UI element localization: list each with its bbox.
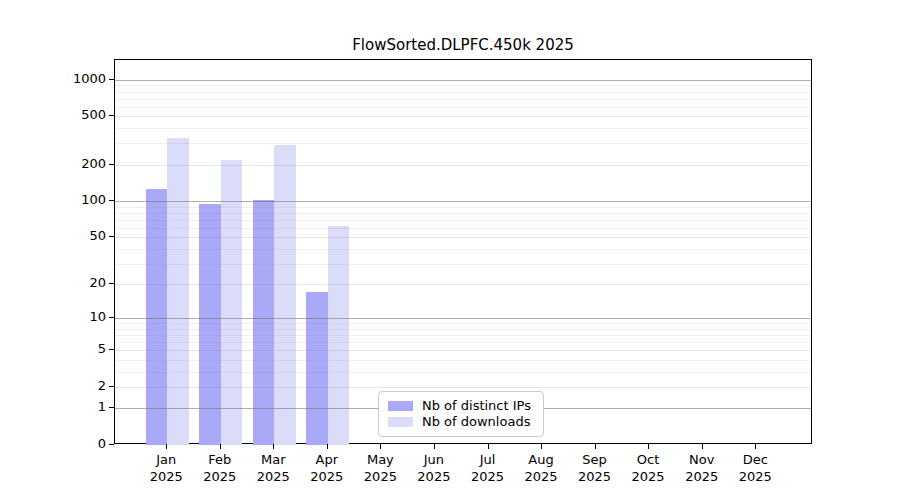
gridline-6 <box>115 342 811 343</box>
y-tick-mark <box>109 115 114 116</box>
y-tick-label: 10 <box>28 309 106 325</box>
y-tick-label: 500 <box>28 107 106 123</box>
y-tick-mark <box>109 236 114 237</box>
y-tick-mark <box>109 444 114 445</box>
y-tick-mark <box>109 79 114 80</box>
plot-area <box>114 59 812 444</box>
gridline-10 <box>115 318 811 319</box>
gridline-8 <box>115 329 811 330</box>
gridline-30 <box>115 264 811 265</box>
x-tick-mark <box>648 444 649 449</box>
x-tick-mark <box>541 444 542 449</box>
y-tick-label: 2 <box>28 378 106 394</box>
gridline-500 <box>115 116 811 117</box>
gridline-700 <box>115 99 811 100</box>
legend-swatch-distinct-ips <box>388 401 413 411</box>
gridline-1000 <box>115 80 811 81</box>
x-tick-mark <box>488 444 489 449</box>
y-tick-label: 1 <box>28 399 106 415</box>
gridline-50 <box>115 237 811 238</box>
gridline-40 <box>115 249 811 250</box>
y-tick-mark <box>109 407 114 408</box>
gridline-3 <box>115 372 811 373</box>
gridline-80 <box>115 213 811 214</box>
chart-title: FlowSorted.DLPFC.450k 2025 <box>114 36 812 54</box>
gridline-5 <box>115 350 811 351</box>
gridline-300 <box>115 143 811 144</box>
gridline-20 <box>115 284 811 285</box>
x-tick-year: 2025 <box>723 468 787 485</box>
x-tick-mark <box>273 444 274 449</box>
x-tick-mark <box>380 444 381 449</box>
y-tick-label: 5 <box>28 341 106 357</box>
legend-label: Nb of distinct IPs <box>422 398 531 414</box>
gridline-200 <box>115 165 811 166</box>
gridline-400 <box>115 128 811 129</box>
legend: Nb of distinct IPs Nb of downloads <box>378 391 544 437</box>
x-tick-mark <box>166 444 167 449</box>
gridline-70 <box>115 220 811 221</box>
gridline-2 <box>115 387 811 388</box>
y-tick-mark <box>109 317 114 318</box>
y-tick-label: 200 <box>28 156 106 172</box>
x-tick-mark <box>220 444 221 449</box>
bar-downloads-jan <box>167 138 189 445</box>
x-tick-mark <box>434 444 435 449</box>
gridline-4 <box>115 360 811 361</box>
download-stats-chart: FlowSorted.DLPFC.450k 2025 0 1 2 5 10 20 50 100… <box>0 0 900 500</box>
gridline-900 <box>115 85 811 86</box>
legend-item-downloads: Nb of downloads <box>388 414 535 430</box>
y-tick-label: 100 <box>28 192 106 208</box>
y-tick-mark <box>109 164 114 165</box>
y-tick-mark <box>109 349 114 350</box>
legend-label: Nb of downloads <box>422 414 530 430</box>
bar-downloads-mar <box>274 145 296 445</box>
gridline-60 <box>115 228 811 229</box>
x-tick-label-dec: Dec2025 <box>723 451 787 485</box>
gridline-90 <box>115 207 811 208</box>
bar-distinct-ips-apr <box>306 292 328 445</box>
gridline-800 <box>115 92 811 93</box>
x-tick-mark <box>595 444 596 449</box>
y-tick-mark <box>109 200 114 201</box>
gridline-600 <box>115 107 811 108</box>
gridline-100 <box>115 201 811 202</box>
legend-swatch-downloads <box>388 417 413 427</box>
y-tick-label: 1000 <box>28 71 106 87</box>
bar-downloads-feb <box>221 160 243 445</box>
gridline-9 <box>115 323 811 324</box>
gridline-7 <box>115 335 811 336</box>
x-tick-mark <box>327 444 328 449</box>
y-tick-mark <box>109 283 114 284</box>
y-tick-label: 50 <box>28 228 106 244</box>
legend-item-distinct-ips: Nb of distinct IPs <box>388 398 535 414</box>
y-tick-mark <box>109 386 114 387</box>
y-tick-label: 20 <box>28 275 106 291</box>
x-tick-mark <box>755 444 756 449</box>
y-tick-label: 0 <box>28 436 106 452</box>
x-tick-mark <box>702 444 703 449</box>
